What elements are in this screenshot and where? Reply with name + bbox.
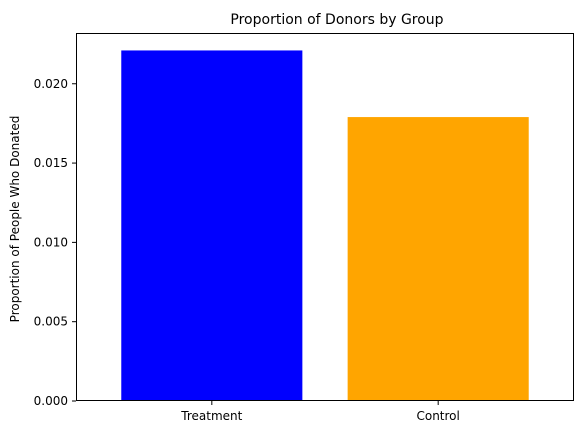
x-tick-label: Control [416, 409, 459, 423]
bar-control [347, 117, 529, 401]
y-tick-label: 0.010 [34, 235, 68, 249]
bars-group [121, 50, 529, 402]
y-tick-label: 0.015 [34, 156, 68, 170]
x-tick-label: Treatment [180, 409, 242, 423]
x-axis-ticks: Treatment Control [180, 401, 460, 423]
y-tick-label: 0.020 [34, 77, 68, 91]
bar-treatment [121, 50, 303, 402]
plot-frame [76, 33, 574, 401]
y-tick-label: 0.000 [34, 394, 68, 408]
y-axis-label: Proportion of People Who Donated [8, 116, 22, 323]
y-tick-label: 0.005 [34, 315, 68, 329]
y-axis-ticks: 0.000 0.005 0.010 0.015 0.020 [34, 77, 76, 408]
chart-title: Proportion of Donors by Group [230, 12, 443, 28]
